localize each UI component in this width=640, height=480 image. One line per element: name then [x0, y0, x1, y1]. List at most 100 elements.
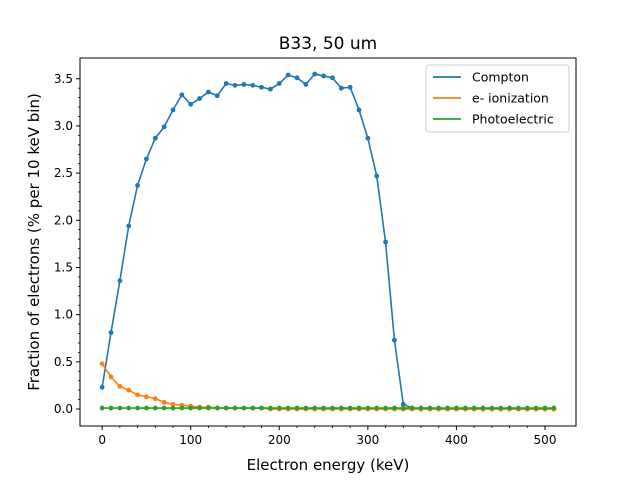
data-point — [223, 405, 229, 411]
data-point — [427, 405, 433, 411]
data-point — [365, 405, 371, 411]
data-point — [516, 405, 521, 411]
data-point — [214, 405, 220, 411]
data-point — [551, 405, 557, 411]
x-tick-label: 400 — [445, 433, 468, 447]
y-tick-label: 0.0 — [54, 402, 73, 416]
data-point — [321, 73, 326, 79]
series-line-e-ionization — [101, 363, 554, 410]
data-point — [276, 405, 282, 411]
data-point — [144, 394, 149, 400]
data-point — [489, 405, 495, 411]
data-point — [223, 81, 229, 86]
plot-frame — [79, 57, 577, 427]
data-point — [507, 405, 512, 411]
data-point — [241, 82, 247, 87]
y-tick-label: 3.0 — [54, 119, 73, 133]
data-point — [285, 72, 291, 78]
x-tick-label: 100 — [179, 433, 202, 447]
x-tick-label: 500 — [534, 433, 557, 447]
data-point — [330, 75, 335, 81]
data-point — [144, 156, 149, 162]
y-axis-label: Fraction of electrons (% per 10 keV bin) — [25, 93, 43, 391]
data-point — [135, 392, 140, 398]
data-point — [135, 182, 140, 188]
x-tick-label: 0 — [98, 433, 106, 447]
data-point — [392, 405, 397, 411]
data-point — [250, 405, 256, 411]
chart-title: B33, 50 um — [279, 34, 377, 54]
data-point — [374, 173, 380, 179]
data-point — [400, 401, 406, 407]
plot-area — [99, 71, 557, 412]
data-point — [294, 405, 300, 411]
data-point — [170, 107, 176, 113]
data-point — [179, 92, 185, 98]
data-point — [250, 82, 256, 88]
y-tick-label: 2.5 — [54, 166, 73, 180]
data-point — [418, 405, 424, 411]
data-point — [126, 387, 132, 393]
data-point — [117, 405, 123, 411]
data-point — [356, 405, 362, 411]
data-point — [144, 405, 149, 411]
data-point — [214, 93, 220, 99]
data-point — [400, 405, 406, 411]
data-point — [383, 405, 388, 411]
data-point — [161, 124, 167, 130]
data-point — [480, 405, 486, 411]
data-point — [126, 223, 132, 229]
data-point — [126, 405, 132, 411]
data-point — [312, 405, 318, 411]
data-point — [347, 84, 353, 90]
data-point — [436, 405, 442, 411]
data-point — [197, 96, 202, 101]
y-tick-label: 2.0 — [54, 213, 73, 227]
legend-entry: e- ionization — [472, 91, 549, 106]
y-tick-label: 0.5 — [54, 355, 73, 369]
data-point — [374, 405, 380, 411]
data-point — [303, 82, 309, 87]
data-point — [365, 135, 371, 141]
legend-entry: Photoelectric — [472, 112, 554, 127]
data-point — [152, 135, 158, 141]
x-tick-label: 200 — [268, 433, 291, 447]
y-tick-label: 1.0 — [54, 308, 73, 322]
data-point — [338, 405, 344, 411]
data-point — [188, 405, 194, 411]
data-point — [330, 405, 335, 411]
data-point — [108, 405, 114, 411]
data-point — [259, 84, 264, 90]
data-point — [276, 81, 282, 86]
data-point — [161, 405, 167, 411]
data-point — [179, 405, 185, 411]
y-tick-label: 3.5 — [54, 72, 73, 86]
data-point — [268, 405, 273, 411]
data-point — [188, 101, 194, 107]
data-point — [99, 361, 105, 367]
legend-box — [425, 64, 570, 133]
legend: Compton e- ionization Photoelectric — [425, 64, 570, 133]
data-point — [392, 337, 397, 343]
data-point — [303, 405, 309, 411]
data-point — [197, 405, 202, 411]
data-point — [152, 396, 158, 402]
data-point — [206, 405, 211, 411]
data-point — [108, 374, 114, 380]
data-point — [383, 239, 388, 245]
data-point — [356, 107, 362, 113]
y-axis: 0.0 0.5 1.0 1.5 2.0 2.5 3.0 3.5 — [54, 72, 80, 416]
x-axis-label: Electron energy (keV) — [247, 456, 410, 474]
data-point — [99, 405, 105, 411]
data-point — [445, 405, 450, 411]
x-axis: 0 100 200 300 400 500 — [98, 426, 556, 447]
data-point — [135, 405, 140, 411]
data-point — [268, 86, 273, 92]
data-point — [294, 75, 300, 81]
data-point — [117, 383, 123, 389]
data-point — [108, 330, 114, 335]
data-point — [99, 384, 105, 390]
data-point — [321, 405, 326, 411]
data-point — [152, 405, 158, 411]
